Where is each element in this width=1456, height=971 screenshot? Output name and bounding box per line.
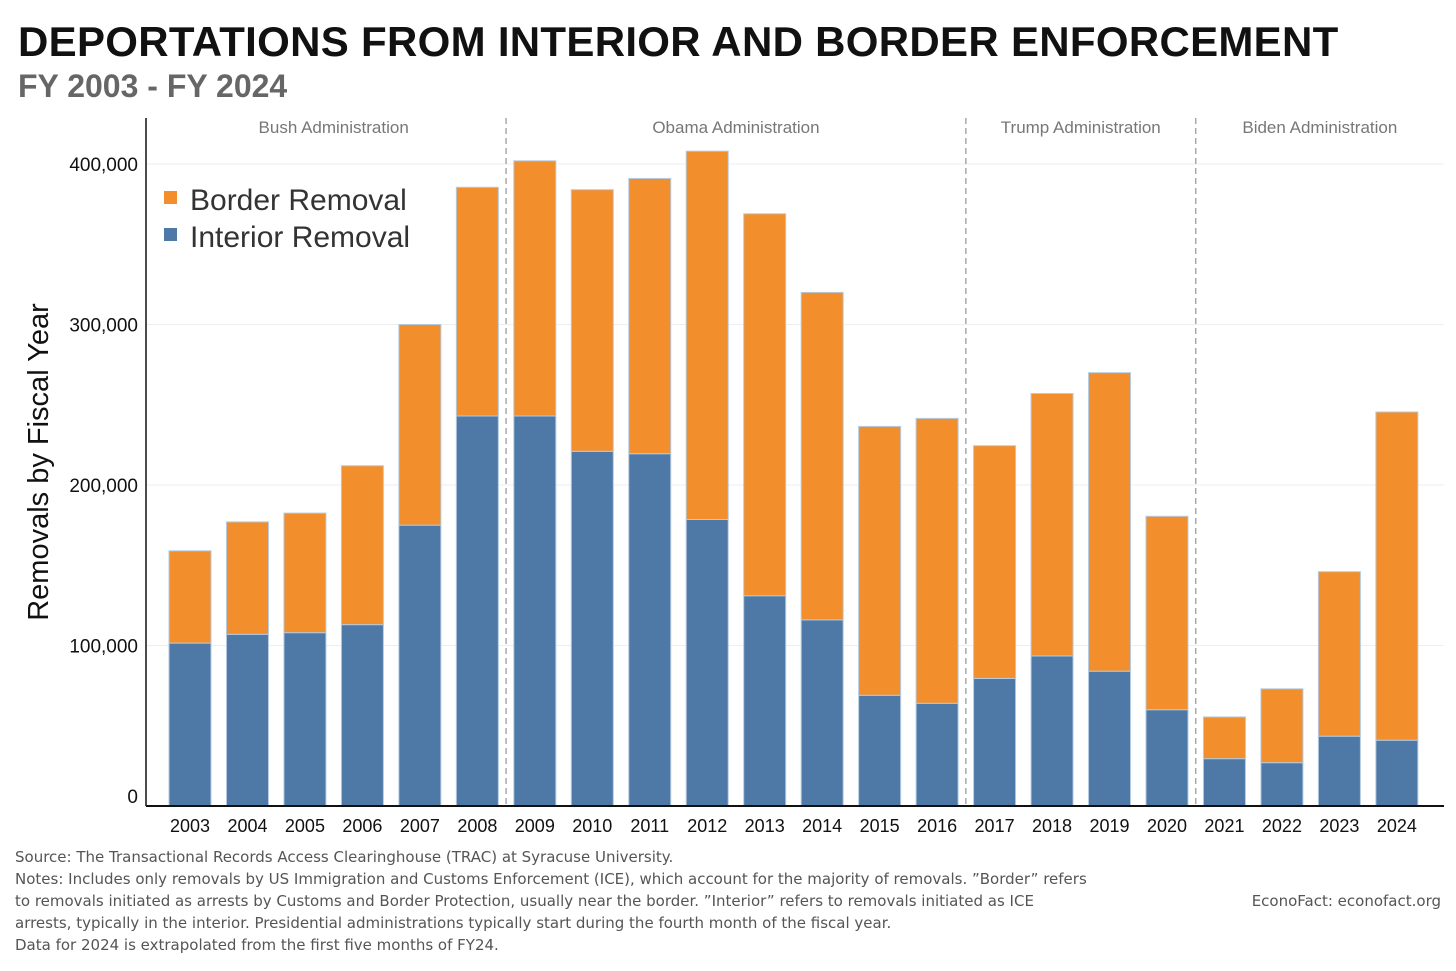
bar-interior-removal-2006 xyxy=(340,624,384,807)
x-tick-label: 2018 xyxy=(1032,816,1072,836)
bar-interior-removal-2022 xyxy=(1260,762,1304,807)
bar-border-removal-2014 xyxy=(800,291,844,621)
administration-label: Bush Administration xyxy=(259,118,409,137)
bar-interior-removal-2007 xyxy=(398,524,442,807)
bar-interior-removal-2008 xyxy=(455,415,499,807)
x-tick-label: 2017 xyxy=(975,816,1015,836)
x-tick-label: 2016 xyxy=(917,816,957,836)
x-tick-label: 2019 xyxy=(1089,816,1129,836)
bar-border-removal-2016 xyxy=(915,417,959,704)
legend-swatch xyxy=(164,228,177,241)
bar-interior-removal-2019 xyxy=(1088,670,1132,807)
x-tick-label: 2021 xyxy=(1204,816,1244,836)
x-tick-label: 2014 xyxy=(802,816,842,836)
bar-interior-removal-2018 xyxy=(1030,655,1074,807)
stacked-bar-chart: 0 100,000 200,000 300,000 400,000 Removals by… xyxy=(23,118,1444,836)
legend-swatch xyxy=(164,191,177,204)
bar-interior-removal-2014 xyxy=(800,619,844,807)
bar-border-removal-2024 xyxy=(1375,411,1419,741)
bar-interior-removal-2011 xyxy=(628,453,672,807)
x-tick-label: 2015 xyxy=(860,816,900,836)
bar-border-removal-2005 xyxy=(283,512,327,634)
x-tick-label: 2003 xyxy=(170,816,210,836)
x-tick-label: 2008 xyxy=(457,816,497,836)
bar-interior-removal-2023 xyxy=(1317,735,1361,807)
administration-label: Obama Administration xyxy=(652,118,819,137)
y-axis-label: Removals by Fiscal Year xyxy=(23,303,55,621)
y-tick-label: 300,000 xyxy=(69,316,138,337)
bar-border-removal-2021 xyxy=(1202,716,1246,760)
x-tick-label: 2013 xyxy=(745,816,785,836)
bar-interior-removal-2021 xyxy=(1202,758,1246,807)
notes-line: to removals initiated as arrests by Cust… xyxy=(15,892,1034,910)
bar-border-removal-2017 xyxy=(973,445,1017,679)
legend-label: Interior Removal xyxy=(190,221,410,254)
bar-interior-removal-2015 xyxy=(858,694,902,807)
chart-title: DEPORTATIONS FROM INTERIOR AND BORDER EN… xyxy=(18,18,1339,65)
bar-border-removal-2019 xyxy=(1088,372,1132,672)
bar-border-removal-2022 xyxy=(1260,688,1304,764)
notes-line: Data for 2024 is extrapolated from the f… xyxy=(15,936,499,954)
bar-border-removal-2007 xyxy=(398,324,442,526)
y-tick-label: 0 xyxy=(127,787,138,808)
bar-interior-removal-2024 xyxy=(1375,739,1419,807)
y-tick-label: 200,000 xyxy=(69,476,138,497)
bar-border-removal-2004 xyxy=(225,521,269,635)
y-tick-label: 400,000 xyxy=(69,155,138,176)
chart-subtitle: FY 2003 - FY 2024 xyxy=(18,68,288,104)
x-tick-label: 2024 xyxy=(1377,816,1417,836)
x-tick-label: 2023 xyxy=(1319,816,1359,836)
bar-border-removal-2003 xyxy=(168,550,212,644)
bar-border-removal-2018 xyxy=(1030,393,1074,657)
x-tick-label: 2004 xyxy=(227,816,267,836)
bar-border-removal-2011 xyxy=(628,177,672,455)
x-tick-label: 2010 xyxy=(572,816,612,836)
bar-interior-removal-2020 xyxy=(1145,709,1189,807)
notes-line: arrests, typically in the interior. Pres… xyxy=(15,914,892,932)
x-tick-label: 2020 xyxy=(1147,816,1187,836)
x-tick-label: 2022 xyxy=(1262,816,1302,836)
bar-interior-removal-2013 xyxy=(743,595,787,807)
bar-border-removal-2006 xyxy=(340,465,384,626)
bar-interior-removal-2012 xyxy=(685,519,729,807)
bar-border-removal-2009 xyxy=(513,160,557,417)
source-note: Source: The Transactional Records Access… xyxy=(15,848,674,866)
bar-interior-removal-2016 xyxy=(915,702,959,807)
x-tick-label: 2006 xyxy=(342,816,382,836)
y-tick-label: 100,000 xyxy=(69,637,138,658)
bar-interior-removal-2010 xyxy=(570,450,614,807)
bar-interior-removal-2009 xyxy=(513,415,557,807)
bar-border-removal-2010 xyxy=(570,189,614,452)
x-tick-label: 2011 xyxy=(630,816,669,836)
bar-border-removal-2023 xyxy=(1317,571,1361,737)
administration-label: Biden Administration xyxy=(1242,118,1397,137)
bar-interior-removal-2004 xyxy=(225,633,269,807)
x-tick-label: 2007 xyxy=(400,816,440,836)
bar-interior-removal-2017 xyxy=(973,677,1017,807)
bar-border-removal-2013 xyxy=(743,213,787,597)
bar-border-removal-2008 xyxy=(455,186,499,417)
x-tick-label: 2012 xyxy=(687,816,727,836)
bar-interior-removal-2005 xyxy=(283,632,327,807)
administration-label: Trump Administration xyxy=(1001,118,1161,137)
legend-label: Border Removal xyxy=(190,184,407,217)
x-tick-label: 2005 xyxy=(285,816,325,836)
notes-line: Notes: Includes only removals by US Immi… xyxy=(15,870,1087,888)
x-tick-label: 2009 xyxy=(515,816,555,836)
bar-border-removal-2020 xyxy=(1145,515,1189,711)
bar-border-removal-2015 xyxy=(858,425,902,696)
credit: EconoFact: econofact.org xyxy=(1251,892,1441,910)
bar-border-removal-2012 xyxy=(685,150,729,521)
bar-interior-removal-2003 xyxy=(168,642,212,807)
notes: Source: The Transactional Records Access… xyxy=(15,846,1087,956)
